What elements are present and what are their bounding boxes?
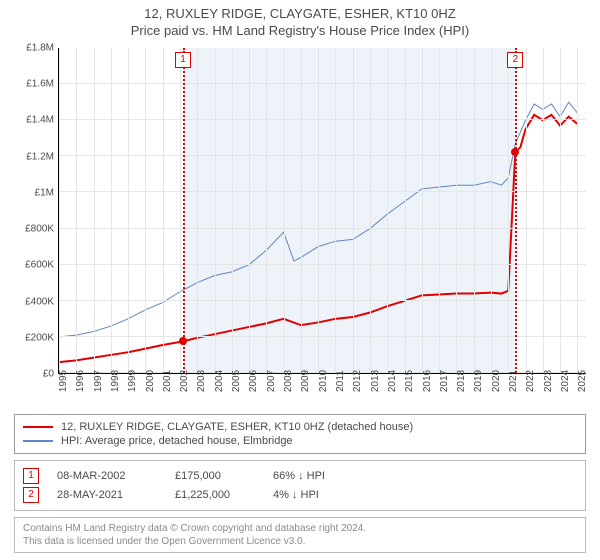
sale-index: 1 [23,468,39,484]
x-tick-label: 2000 [145,370,156,392]
x-tick-label: 2010 [318,370,329,392]
y-tick-label: £1.4M [26,115,54,126]
y-tick-label: £1M [35,187,54,198]
legend-swatch [23,426,53,428]
x-tick-label: 2008 [283,370,294,392]
legend: 12, RUXLEY RIDGE, CLAYGATE, ESHER, KT10 … [14,414,586,454]
titles: 12, RUXLEY RIDGE, CLAYGATE, ESHER, KT10 … [0,0,600,40]
x-tick-label: 2003 [196,370,207,392]
y-tick-label: £800K [25,224,54,235]
chart: £0 £200K £400K £600K £800K £1M £1.2M £1.4M £1.6M… [10,44,590,404]
y-axis-labels: £0£200K£400K£600K£800K£1M£1.2M£1.4M£1.6M… [10,48,56,374]
sale-index: 2 [23,487,39,503]
panels: 12, RUXLEY RIDGE, CLAYGATE, ESHER, KT10 … [0,404,600,553]
page: 12, RUXLEY RIDGE, CLAYGATE, ESHER, KT10 … [0,0,600,553]
x-tick-label: 2018 [456,370,467,392]
footer-line-1: Contains HM Land Registry data © Crown c… [23,522,577,535]
y-tick-label: £1.6M [26,79,54,90]
event-vline [515,48,517,373]
footer: Contains HM Land Registry data © Crown c… [14,517,586,553]
x-tick-label: 2024 [560,370,571,392]
x-tick-label: 2025 [577,370,588,392]
x-tick-label: 1996 [75,370,86,392]
x-tick-label: 2004 [214,370,225,392]
sale-row: 2 28-MAY-2021 £1,225,000 4% ↓ HPI [23,487,577,503]
legend-row: 12, RUXLEY RIDGE, CLAYGATE, ESHER, KT10 … [23,421,577,433]
event-marker: 2 [507,52,523,68]
legend-label: 12, RUXLEY RIDGE, CLAYGATE, ESHER, KT10 … [61,421,413,433]
event-vline [183,48,185,373]
y-tick-label: £400K [25,296,54,307]
x-tick-label: 2020 [491,370,502,392]
event-dot [511,148,519,156]
sale-date: 08-MAR-2002 [57,470,157,482]
x-tick-label: 2013 [370,370,381,392]
sale-date: 28-MAY-2021 [57,489,157,501]
sales-table: 1 08-MAR-2002 £175,000 66% ↓ HPI 2 28-MAY-202… [14,460,586,511]
sale-price: £1,225,000 [175,489,255,501]
legend-label: HPI: Average price, detached house, Elmb… [61,435,293,447]
x-tick-label: 2001 [162,370,173,392]
x-tick-label: 2011 [335,370,346,392]
x-tick-label: 2009 [300,370,311,392]
sale-price: £175,000 [175,470,255,482]
shaded-region [183,48,515,373]
y-tick-label: £1.8M [26,43,54,54]
y-tick-label: £1.2M [26,151,54,162]
x-tick-label: 2016 [422,370,433,392]
x-tick-label: 2017 [439,370,450,392]
x-tick-label: 2015 [404,370,415,392]
y-tick-label: £600K [25,260,54,271]
legend-swatch [23,440,53,442]
x-tick-label: 2022 [525,370,536,392]
x-tick-label: 2002 [179,370,190,392]
event-marker: 1 [175,52,191,68]
x-tick-label: 1999 [127,370,138,392]
y-tick-label: £200K [25,332,54,343]
plot-area: 12 [58,48,586,374]
x-axis-labels: 1995199619971998199920002001200220032004… [58,374,586,404]
series-svg [59,48,586,373]
sale-row: 1 08-MAR-2002 £175,000 66% ↓ HPI [23,468,577,484]
title-main: 12, RUXLEY RIDGE, CLAYGATE, ESHER, KT10 … [8,6,592,21]
y-tick-label: £0 [43,369,54,380]
x-tick-label: 2023 [543,370,554,392]
x-tick-label: 1998 [110,370,121,392]
x-tick-label: 2012 [352,370,363,392]
legend-row: HPI: Average price, detached house, Elmb… [23,435,577,447]
x-tick-label: 2021 [508,370,519,392]
title-sub: Price paid vs. HM Land Registry's House … [8,23,592,38]
x-tick-label: 2014 [387,370,398,392]
event-dot [179,337,187,345]
x-tick-label: 1997 [93,370,104,392]
x-tick-label: 2006 [248,370,259,392]
x-tick-label: 1995 [58,370,69,392]
footer-line-2: This data is licensed under the Open Gov… [23,535,577,548]
x-tick-label: 2005 [231,370,242,392]
sale-diff: 66% ↓ HPI [273,470,393,482]
x-tick-label: 2007 [266,370,277,392]
sale-diff: 4% ↓ HPI [273,489,393,501]
x-tick-label: 2019 [473,370,484,392]
